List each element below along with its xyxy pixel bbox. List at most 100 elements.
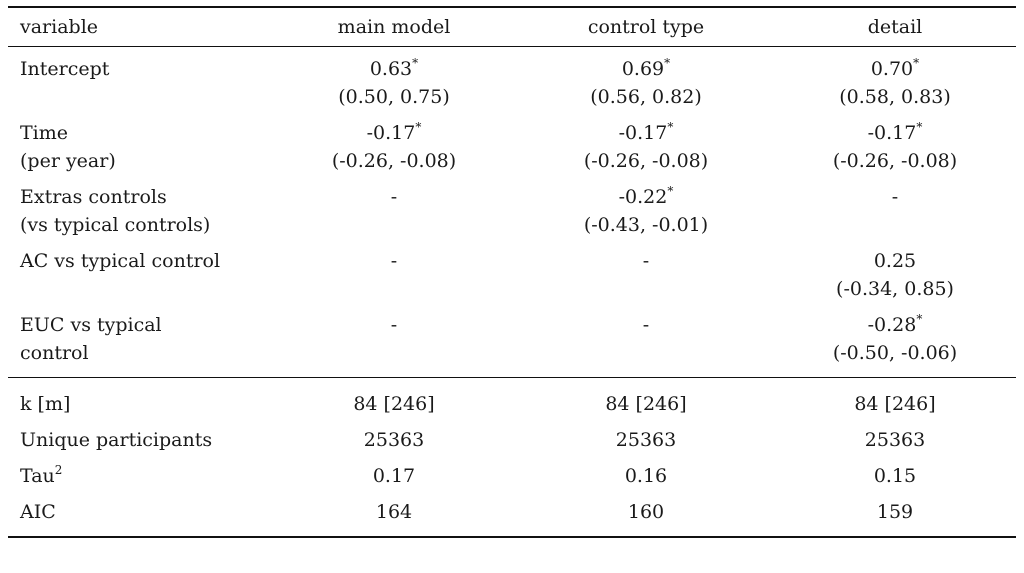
row-label-line: AC vs typical control: [20, 250, 221, 272]
estimate-cell: -: [774, 177, 1016, 241]
row-label-line: (per year): [20, 150, 116, 172]
statistic-value: 84 [246]: [854, 393, 936, 415]
statistic-label-text: AIC: [20, 501, 56, 523]
estimate-cell: -: [270, 177, 518, 241]
regression-results-table: variable main model control type detail …: [8, 6, 1016, 538]
confidence-interval: (-0.26, -0.08): [832, 150, 958, 172]
estimate-value: -0.28: [867, 314, 917, 336]
estimate-value: -: [642, 250, 650, 272]
header-control-type: control type: [587, 16, 705, 38]
significance-star: *: [667, 183, 674, 198]
row-label: EUC vs typical control: [8, 305, 270, 378]
estimate-value: -: [891, 186, 899, 208]
statistic-label: AIC: [8, 494, 270, 537]
estimate-cell: 0.69* (0.56, 0.82): [518, 47, 774, 114]
confidence-interval: (0.58, 0.83): [839, 86, 951, 108]
confidence-interval: (0.56, 0.82): [590, 86, 702, 108]
estimate-value: -0.17: [867, 122, 917, 144]
estimate-line: -0.17*: [518, 119, 774, 147]
estimate-line: -: [270, 183, 518, 211]
statistic-label-text: Unique participants: [20, 429, 213, 451]
statistic-value: 164: [375, 501, 413, 523]
statistic-value: 25363: [615, 429, 677, 451]
statistic-row: AIC 164 160 159: [8, 494, 1016, 537]
row-label-line: Extras controls: [20, 186, 167, 208]
statistic-label: k [m]: [8, 378, 270, 423]
estimate-line: 0.70*: [774, 55, 1016, 83]
header-variable: variable: [20, 16, 99, 38]
estimate-line: -: [270, 247, 518, 275]
row-label: Extras controls (vs typical controls): [8, 177, 270, 241]
row-label-line: (vs typical controls): [20, 214, 211, 236]
header-row: variable main model control type detail: [8, 7, 1016, 47]
statistic-value: 159: [876, 501, 914, 523]
row-label-line: control: [20, 342, 89, 364]
estimate-value: 0.70: [870, 58, 914, 80]
header-detail: detail: [867, 16, 923, 38]
coefficient-row: EUC vs typical control - - -0.28* (-0.50, -0.…: [8, 305, 1016, 378]
row-label: Intercept: [8, 47, 270, 114]
estimate-value: 0.69: [621, 58, 665, 80]
statistic-row: Tau2 0.17 0.16 0.15: [8, 458, 1016, 494]
statistic-row: k [m] 84 [246] 84 [246] 84 [246]: [8, 377, 1016, 423]
estimate-value: -: [642, 314, 650, 336]
row-label-line: Time: [20, 122, 69, 144]
statistic-row: Unique participants 25363 25363 25363: [8, 422, 1016, 458]
significance-star: *: [664, 55, 671, 70]
statistic-value: 25363: [864, 429, 926, 451]
header-main-model: main model: [337, 16, 451, 38]
statistic-label-text: Tau: [20, 465, 55, 487]
estimate-cell: -: [270, 241, 518, 305]
statistic-value: 84 [246]: [353, 393, 435, 415]
estimate-cell: -: [518, 305, 774, 378]
row-label-line: EUC vs typical: [20, 314, 162, 336]
estimate-line: -: [774, 183, 1016, 211]
significance-star: *: [667, 119, 674, 134]
estimate-value: -0.22: [618, 186, 668, 208]
statistic-value: 0.17: [372, 465, 416, 487]
significance-star: *: [916, 311, 923, 326]
estimate-value: -: [390, 314, 398, 336]
estimate-line: 0.63*: [270, 55, 518, 83]
statistic-label-superscript: 2: [54, 462, 63, 477]
statistic-value: 84 [246]: [605, 393, 687, 415]
estimate-cell: -: [518, 241, 774, 305]
coefficient-row: Time (per year) -0.17* (-0.26, -0.08) -0.17*…: [8, 113, 1016, 177]
coefficient-row: Intercept 0.63* (0.50, 0.75) 0.69* (0.56, 0.…: [8, 47, 1016, 114]
row-label: AC vs typical control: [8, 241, 270, 305]
estimate-value: -: [390, 250, 398, 272]
estimate-cell: -0.22* (-0.43, -0.01): [518, 177, 774, 241]
estimate-line: -0.17*: [270, 119, 518, 147]
statistic-value: 160: [627, 501, 665, 523]
estimate-line: 0.69*: [518, 55, 774, 83]
significance-star: *: [916, 119, 923, 134]
estimate-line: -0.17*: [774, 119, 1016, 147]
model-statistics-rows: k [m] 84 [246] 84 [246] 84 [246] Unique part…: [8, 377, 1016, 537]
confidence-interval: (-0.43, -0.01): [583, 214, 709, 236]
estimate-line: -: [270, 311, 518, 339]
confidence-interval: (0.50, 0.75): [338, 86, 450, 108]
estimate-value: -0.17: [366, 122, 416, 144]
confidence-interval: (-0.34, 0.85): [836, 278, 954, 300]
estimate-cell: -0.28* (-0.50, -0.06): [774, 305, 1016, 378]
estimate-line: -0.28*: [774, 311, 1016, 339]
confidence-interval: (-0.26, -0.08): [331, 150, 457, 172]
statistic-value: 0.15: [873, 465, 917, 487]
estimate-cell: -: [270, 305, 518, 378]
statistic-label: Tau2: [8, 458, 270, 494]
estimate-cell: -0.17* (-0.26, -0.08): [518, 113, 774, 177]
confidence-interval: (-0.26, -0.08): [583, 150, 709, 172]
estimate-cell: 0.25 (-0.34, 0.85): [774, 241, 1016, 305]
coefficient-rows: Intercept 0.63* (0.50, 0.75) 0.69* (0.56, 0.…: [8, 47, 1016, 378]
results-table-container: variable main model control type detail …: [8, 6, 1016, 538]
estimate-line: -0.22*: [518, 183, 774, 211]
estimate-line: -: [518, 311, 774, 339]
row-label-line: Intercept: [20, 58, 110, 80]
estimate-line: 0.25: [774, 247, 1016, 275]
significance-star: *: [412, 55, 419, 70]
row-label: Time (per year): [8, 113, 270, 177]
statistic-label-text: k [m]: [20, 393, 71, 415]
table-header: variable main model control type detail: [8, 7, 1016, 47]
estimate-line: -: [518, 247, 774, 275]
coefficient-row: Extras controls (vs typical controls) - -0.…: [8, 177, 1016, 241]
